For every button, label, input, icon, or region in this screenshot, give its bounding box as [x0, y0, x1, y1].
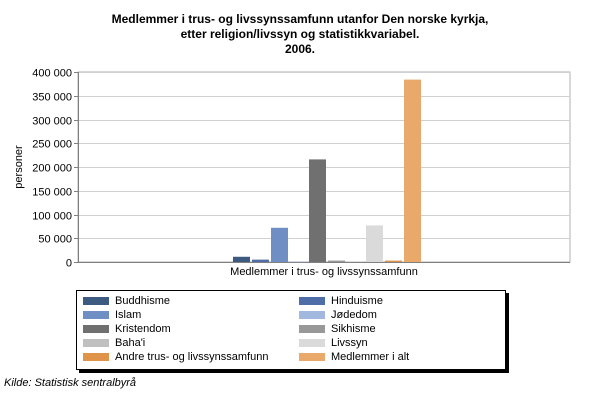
bar-kristendom [309, 159, 326, 262]
legend-swatch [299, 297, 325, 305]
legend-swatch [83, 297, 109, 305]
legend-item: Kristendom [83, 322, 299, 336]
legend-item: Buddhisme [83, 294, 299, 308]
legend-swatch [83, 339, 109, 347]
source-note: Kilde: Statistisk sentralbyrå [4, 377, 137, 389]
legend-label: Sikhisme [331, 323, 376, 335]
legend-item: Sikhisme [299, 322, 509, 336]
legend-item: Medlemmer i alt [299, 350, 509, 364]
bar-medlemmer-i-alt [404, 79, 421, 262]
legend-swatch [299, 325, 325, 333]
y-tick-label: 0 [66, 258, 72, 270]
chart-title-line-1: Medlemmer i trus- og livssynssamfunn uta… [111, 12, 489, 26]
legend-label: Medlemmer i alt [331, 351, 410, 363]
y-tick-label: 200 000 [32, 163, 72, 175]
legend-grid: Buddhisme Hinduisme Islam Jødedom Kristendom… [83, 294, 499, 364]
y-axis-label: personer [13, 145, 25, 189]
legend-label: Kristendom [115, 323, 171, 335]
chart-title-line-2: etter religion/livssyn og statistikkvari… [180, 27, 420, 41]
legend-swatch [83, 353, 109, 361]
y-tick-label: 150 000 [32, 187, 72, 199]
bar-sikhisme [328, 260, 345, 262]
legend-swatch [299, 353, 325, 361]
y-tick-label: 250 000 [32, 139, 72, 151]
legend-item: Baha'i [83, 336, 299, 350]
legend-label: Livssyn [331, 337, 368, 349]
legend-swatch [299, 311, 325, 319]
y-tick-label: 400 000 [32, 68, 72, 80]
legend-item: Livssyn [299, 336, 509, 350]
legend-swatch [83, 325, 109, 333]
y-tick-label: 300 000 [32, 116, 72, 128]
bar-hinduisme [252, 259, 269, 262]
legend-label: Islam [115, 309, 142, 321]
bar-baha-i [347, 261, 364, 263]
bar-chart: 0 50 000 100 000 150 000 200 000 250 000 300 0… [13, 68, 571, 278]
legend-item: Jødedom [299, 308, 509, 322]
legend-item: Andre trus- og livssynssamfunn [83, 350, 299, 364]
legend-label: Jødedom [331, 309, 377, 321]
bar-buddhisme [233, 256, 250, 262]
legend-label: Andre trus- og livssynssamfunn [115, 351, 269, 363]
bar-livssyn [366, 225, 383, 262]
y-tick-label: 350 000 [32, 92, 72, 104]
legend-swatch [299, 339, 325, 347]
bar-islam [271, 227, 288, 262]
chart-title-line-3: 2006. [284, 42, 316, 56]
bar-andre-trus-og-livssynssamfunn [385, 260, 402, 262]
bar-jødedom [290, 261, 307, 263]
chart-title: Medlemmer i trus- og livssynssamfunn uta… [0, 12, 600, 57]
legend: Buddhisme Hinduisme Islam Jødedom Kristendom… [76, 290, 506, 370]
legend-label: Baha'i [115, 337, 146, 349]
legend-swatch [83, 311, 109, 319]
legend-item: Hinduisme [299, 294, 509, 308]
legend-item: Islam [83, 308, 299, 322]
legend-label: Buddhisme [115, 295, 171, 307]
y-tick-label: 50 000 [38, 234, 72, 246]
x-axis-label: Medlemmer i trus- og livssynssamfunn [230, 266, 418, 278]
legend-label: Hinduisme [331, 295, 383, 307]
y-tick-label: 100 000 [32, 211, 72, 223]
